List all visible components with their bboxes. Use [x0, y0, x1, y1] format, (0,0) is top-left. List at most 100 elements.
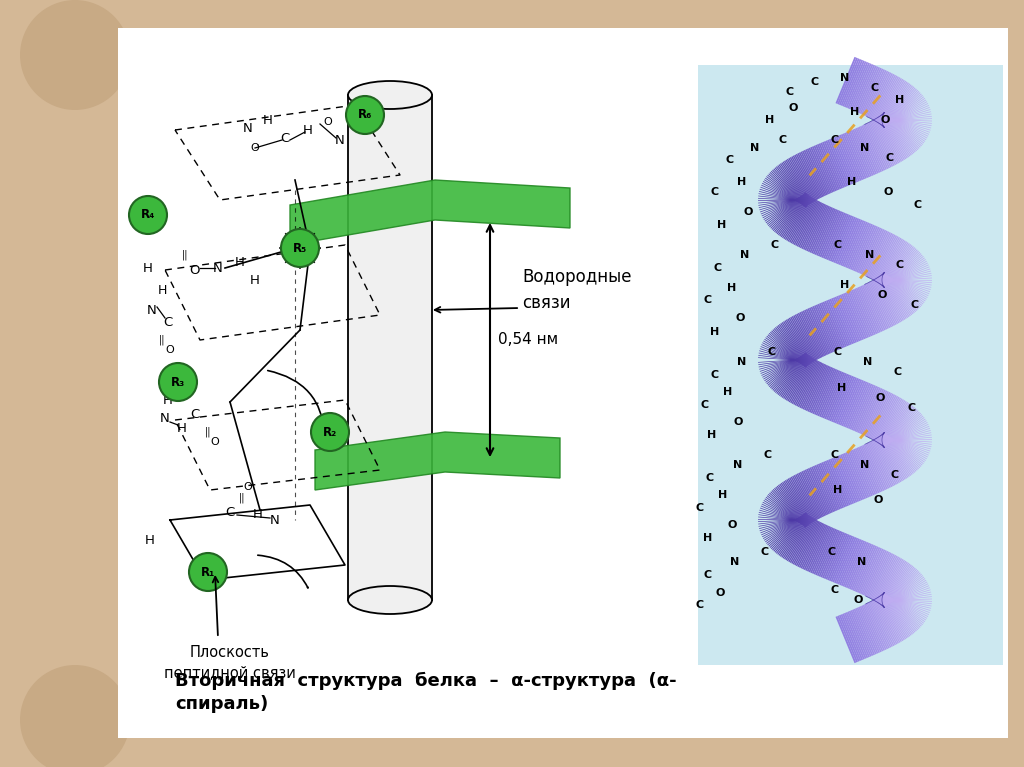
Polygon shape — [882, 597, 932, 607]
Text: C: C — [830, 450, 839, 460]
Polygon shape — [839, 135, 860, 182]
Polygon shape — [829, 459, 851, 505]
Polygon shape — [833, 298, 854, 344]
Polygon shape — [879, 276, 907, 319]
Text: R₁: R₁ — [201, 565, 215, 578]
Polygon shape — [883, 277, 931, 288]
Text: N: N — [213, 262, 223, 275]
Text: O: O — [727, 520, 736, 530]
Polygon shape — [807, 308, 829, 354]
Polygon shape — [787, 318, 814, 362]
Polygon shape — [866, 443, 890, 489]
Polygon shape — [883, 268, 931, 285]
Polygon shape — [850, 610, 871, 657]
Polygon shape — [772, 170, 807, 207]
Polygon shape — [884, 593, 923, 625]
Polygon shape — [851, 384, 872, 430]
Polygon shape — [883, 567, 914, 606]
Polygon shape — [770, 172, 806, 207]
Polygon shape — [773, 489, 807, 527]
Polygon shape — [872, 440, 897, 485]
Polygon shape — [884, 272, 925, 303]
Text: Водородные
связи: Водородные связи — [522, 268, 632, 311]
Polygon shape — [884, 410, 919, 447]
Polygon shape — [820, 143, 842, 189]
Polygon shape — [760, 508, 807, 525]
Polygon shape — [769, 492, 806, 528]
Polygon shape — [836, 537, 856, 584]
Polygon shape — [884, 272, 923, 306]
Polygon shape — [759, 514, 808, 522]
Polygon shape — [814, 465, 836, 512]
Polygon shape — [822, 372, 844, 419]
Polygon shape — [878, 240, 906, 283]
Polygon shape — [867, 72, 891, 118]
Polygon shape — [884, 253, 922, 288]
Polygon shape — [826, 460, 847, 507]
Polygon shape — [766, 497, 806, 528]
Text: N: N — [751, 143, 760, 153]
Polygon shape — [759, 353, 808, 363]
Polygon shape — [760, 355, 807, 372]
Polygon shape — [843, 293, 864, 340]
Polygon shape — [884, 94, 922, 127]
Polygon shape — [883, 276, 931, 290]
Polygon shape — [759, 357, 808, 367]
Text: C: C — [786, 87, 794, 97]
Bar — [698, 65, 1002, 665]
Polygon shape — [845, 292, 865, 339]
Polygon shape — [880, 276, 908, 318]
Polygon shape — [883, 115, 930, 133]
Polygon shape — [876, 397, 901, 442]
Polygon shape — [783, 481, 811, 524]
Text: H: H — [841, 280, 850, 290]
Polygon shape — [808, 468, 830, 514]
Circle shape — [20, 0, 130, 110]
Polygon shape — [758, 199, 808, 201]
Polygon shape — [827, 374, 849, 420]
Polygon shape — [852, 544, 873, 591]
Polygon shape — [776, 514, 808, 554]
Polygon shape — [837, 296, 857, 343]
Polygon shape — [884, 273, 920, 308]
Text: ||: || — [239, 492, 246, 503]
Polygon shape — [791, 317, 816, 361]
Polygon shape — [818, 143, 840, 190]
Polygon shape — [759, 191, 808, 204]
Polygon shape — [772, 353, 807, 390]
Polygon shape — [786, 197, 813, 241]
Polygon shape — [794, 200, 818, 245]
Polygon shape — [792, 360, 817, 404]
Polygon shape — [861, 389, 884, 435]
Text: R₃: R₃ — [171, 376, 185, 389]
Polygon shape — [852, 129, 873, 176]
Polygon shape — [880, 402, 908, 444]
Polygon shape — [859, 387, 881, 433]
Polygon shape — [762, 514, 807, 537]
Polygon shape — [849, 611, 870, 657]
Polygon shape — [877, 398, 902, 443]
Polygon shape — [833, 376, 854, 423]
Polygon shape — [864, 390, 888, 436]
Polygon shape — [882, 87, 914, 126]
Polygon shape — [880, 115, 909, 157]
Polygon shape — [814, 209, 836, 255]
Polygon shape — [883, 87, 915, 127]
Polygon shape — [857, 387, 879, 433]
Polygon shape — [869, 553, 893, 598]
Polygon shape — [857, 607, 879, 653]
Polygon shape — [792, 199, 817, 244]
Text: O: O — [873, 495, 883, 505]
Text: C: C — [896, 260, 904, 270]
Polygon shape — [780, 323, 810, 365]
Polygon shape — [798, 202, 822, 248]
Polygon shape — [874, 77, 900, 121]
Polygon shape — [791, 476, 816, 521]
Polygon shape — [883, 114, 914, 153]
Polygon shape — [766, 353, 806, 384]
Polygon shape — [774, 328, 807, 367]
Polygon shape — [764, 353, 807, 381]
Polygon shape — [768, 334, 806, 367]
Polygon shape — [844, 541, 865, 588]
Polygon shape — [861, 285, 884, 331]
